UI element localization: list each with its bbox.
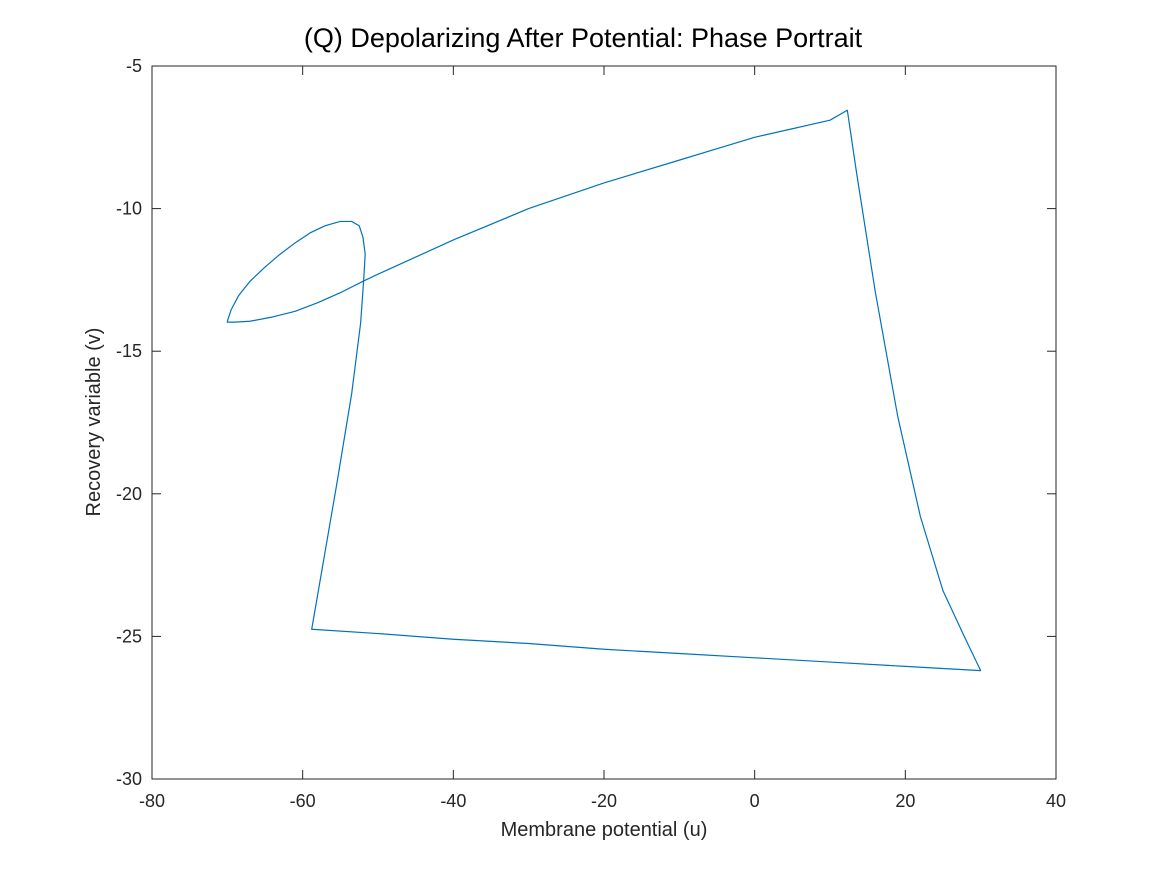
chart-title: (Q) Depolarizing After Potential: Phase … — [304, 23, 863, 53]
y-tick-label: -10 — [116, 199, 142, 219]
y-tick-label: -25 — [116, 626, 142, 646]
x-tick-label: -40 — [440, 791, 466, 811]
y-tick-label: -20 — [116, 484, 142, 504]
x-tick-label: 0 — [750, 791, 760, 811]
series-line-0 — [226, 109, 982, 672]
y-tick-label: -30 — [116, 769, 142, 789]
y-tick-label: -15 — [116, 341, 142, 361]
x-tick-label: -80 — [139, 791, 165, 811]
x-tick-label: 40 — [1046, 791, 1066, 811]
x-tick-label: -60 — [290, 791, 316, 811]
y-tick-label: -5 — [126, 56, 142, 76]
x-axis-title: Membrane potential (u) — [501, 819, 708, 841]
x-tick-label: 20 — [895, 791, 915, 811]
x-tick-label: -20 — [591, 791, 617, 811]
y-axis-title: Recovery variable (v) — [83, 328, 105, 517]
